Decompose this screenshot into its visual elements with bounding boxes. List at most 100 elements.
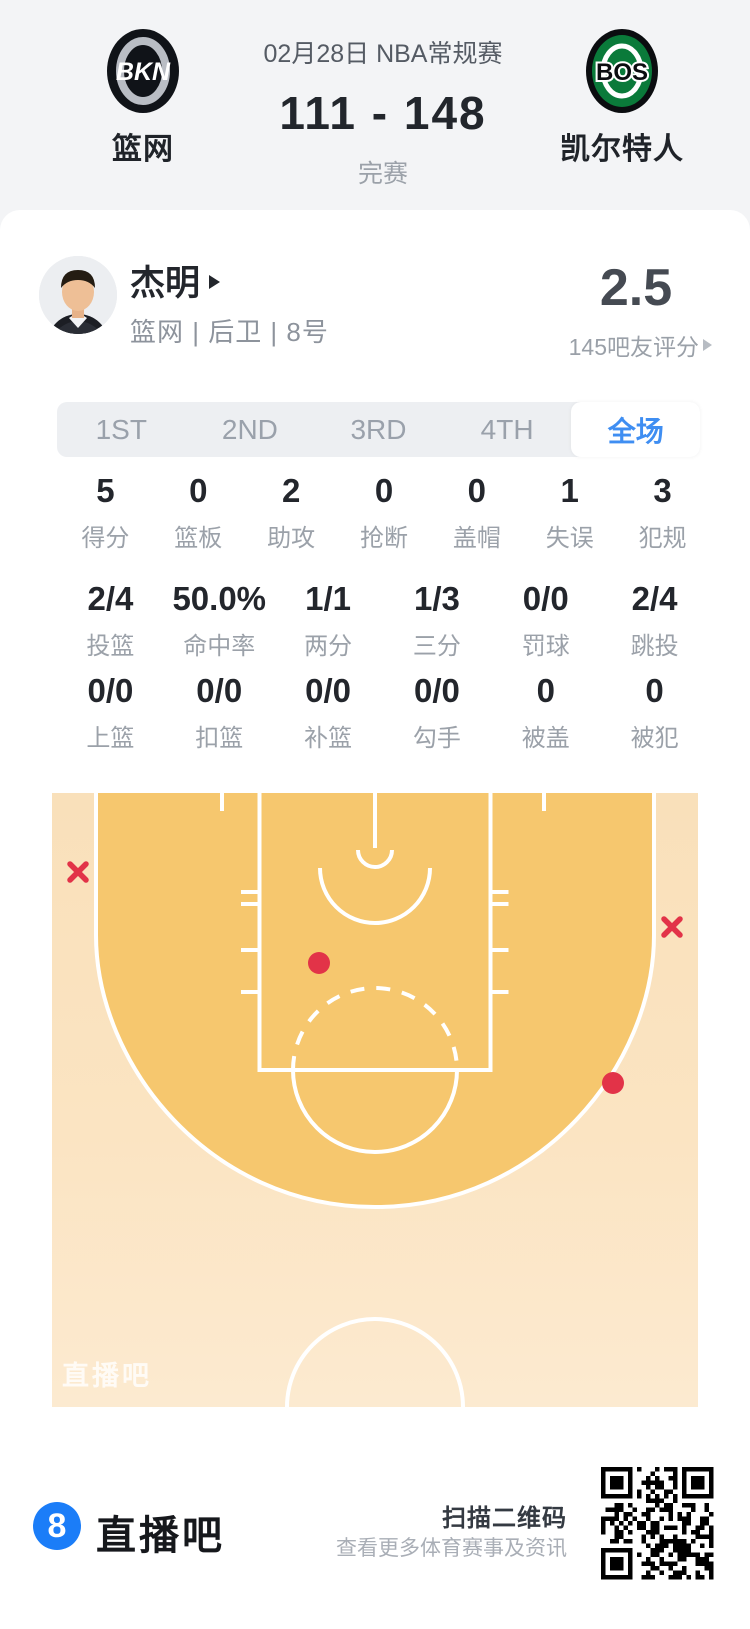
player-rating[interactable]: 2.5 145吧友评分	[560, 258, 712, 362]
stat-label: 跳投	[630, 633, 679, 660]
player-name-row[interactable]: 杰明	[130, 260, 221, 303]
stats-row: 2/4 投篮 50.0% 命中率 1/1 两分 1/3 三分 0/0 罚球 2/4 跳投	[56, 580, 709, 661]
stat-cell: 0/0 上篮	[56, 672, 165, 753]
stat-label: 助攻	[267, 525, 316, 552]
stat-label: 两分	[304, 633, 353, 660]
stat-cell: 0 被犯	[600, 672, 709, 753]
qr-title: 扫描二维码	[442, 1505, 567, 1532]
stat-value: 0/0	[522, 580, 569, 617]
team-away-logo: BOS	[586, 29, 658, 113]
rating-arrow-icon	[703, 339, 712, 351]
rating-note: 145吧友评分	[560, 328, 712, 362]
player-card: 杰明 篮网 | 后卫 | 8号 2.5 145吧友评分 1ST 2ND 3RD 4TH…	[0, 210, 750, 1629]
stat-value: 2/4	[87, 580, 134, 617]
tab-4th[interactable]: 4TH	[480, 413, 534, 445]
stat-cell: 0 被盖	[491, 672, 600, 753]
team-home-name: 篮网	[112, 133, 174, 166]
stat-label: 被盖	[521, 725, 570, 752]
team-away: BOS 凯尔特人	[542, 26, 702, 168]
stat-value: 0/0	[87, 672, 134, 709]
qr-subtitle: 查看更多体育赛事及资讯	[336, 1537, 567, 1560]
stat-label: 抢断	[359, 525, 408, 552]
stat-label: 上篮	[86, 725, 135, 752]
stat-label: 扣篮	[195, 725, 244, 752]
tab-全场[interactable]: 全场	[571, 402, 700, 457]
player-detail-arrow-icon	[209, 275, 221, 289]
stat-label: 失误	[545, 525, 594, 552]
qr-code	[601, 1467, 714, 1583]
rating-value: 2.5	[599, 259, 673, 317]
tab-1st[interactable]: 1ST	[95, 413, 147, 445]
stat-value: 0	[536, 672, 555, 709]
player-photo	[39, 256, 117, 334]
stat-cell: 1 失误	[523, 472, 616, 553]
stat-value: 1	[560, 472, 579, 509]
stat-label: 投篮	[86, 633, 135, 660]
svg-text:BOS: BOS	[596, 59, 648, 86]
stat-cell: 3 犯规	[616, 472, 709, 553]
stat-value: 0	[645, 672, 664, 709]
stat-value: 2	[281, 472, 301, 509]
team-home: BKN 篮网	[63, 26, 223, 168]
stat-value: 0/0	[196, 672, 243, 709]
stat-cell: 0/0 补篮	[274, 672, 383, 753]
match-info: 02月28日 NBA常规赛 111 - 148 完赛	[233, 34, 533, 190]
stat-value: 5	[96, 472, 115, 509]
stat-cell: 1/1 两分	[274, 580, 383, 661]
stat-cell: 2/4 投篮	[56, 580, 165, 661]
stat-label: 盖帽	[452, 525, 501, 552]
stat-cell: 50.0% 命中率	[165, 580, 274, 661]
stat-value: 3	[653, 472, 672, 509]
stats-row: 5 得分 0 篮板 2 助攻 0 抢断 0 盖帽 1 失误 3 犯规	[59, 472, 709, 553]
stat-value: 0	[374, 472, 394, 509]
rating-note-text: 145吧友评分	[568, 334, 699, 360]
logo-glyph: 8	[47, 1506, 67, 1545]
stat-label: 三分	[412, 633, 461, 660]
team-home-logo: BKN	[107, 29, 179, 113]
match-score: 111 - 148	[279, 87, 487, 139]
stat-label: 犯规	[638, 525, 687, 552]
stat-cell: 0 抢断	[338, 472, 431, 553]
match-title: 02月28日 NBA常规赛	[263, 40, 503, 68]
stat-label: 命中率	[183, 633, 256, 660]
player-name: 杰明	[130, 263, 201, 303]
tab-2nd[interactable]: 2ND	[221, 413, 278, 445]
player-avatar[interactable]	[39, 256, 117, 334]
tab-3rd[interactable]: 3RD	[350, 413, 407, 445]
stat-value: 1/3	[413, 580, 460, 617]
court-lines	[94, 793, 656, 1407]
stat-cell: 0/0 罚球	[491, 580, 600, 661]
brand-name: 直播吧	[96, 1514, 225, 1558]
stat-label: 被犯	[630, 725, 679, 752]
stat-cell: 0/0 扣篮	[165, 672, 274, 753]
stat-value: 2/4	[631, 580, 678, 617]
zhibo8-logo-icon: 8	[33, 1502, 81, 1550]
stat-label: 篮板	[174, 525, 223, 552]
stat-cell: 1/3 三分	[383, 580, 492, 661]
stat-value: 1/1	[305, 580, 352, 617]
stat-value: 0/0	[305, 672, 352, 709]
stat-cell: 2 助攻	[245, 472, 338, 553]
svg-text:BKN: BKN	[116, 58, 171, 86]
stat-cell: 5 得分	[59, 472, 152, 553]
stat-cell: 0 盖帽	[430, 472, 523, 553]
stat-label: 补篮	[304, 725, 353, 752]
stat-cell: 0/0 勾手	[383, 672, 492, 753]
stat-cell: 2/4 跳投	[600, 580, 709, 661]
period-tabs: 1ST 2ND 3RD 4TH 全场	[57, 402, 700, 457]
stat-value: 50.0%	[172, 580, 267, 617]
court-watermark: 直播吧	[62, 1361, 152, 1391]
shot-chart-court: 直播吧	[52, 793, 698, 1407]
stat-label: 得分	[81, 525, 130, 552]
stats-row: 0/0 上篮 0/0 扣篮 0/0 补篮 0/0 勾手 0 被盖 0 被犯	[56, 672, 709, 753]
player-meta: 篮网 | 后卫 | 8号	[130, 317, 329, 347]
stat-label: 罚球	[521, 633, 570, 660]
stat-value: 0/0	[413, 672, 460, 709]
stat-cell: 0 篮板	[152, 472, 245, 553]
team-away-name: 凯尔特人	[560, 133, 684, 166]
stat-label: 勾手	[412, 725, 461, 752]
match-status: 完赛	[357, 160, 408, 188]
stat-value: 0	[189, 472, 208, 509]
stat-value: 0	[467, 472, 487, 509]
